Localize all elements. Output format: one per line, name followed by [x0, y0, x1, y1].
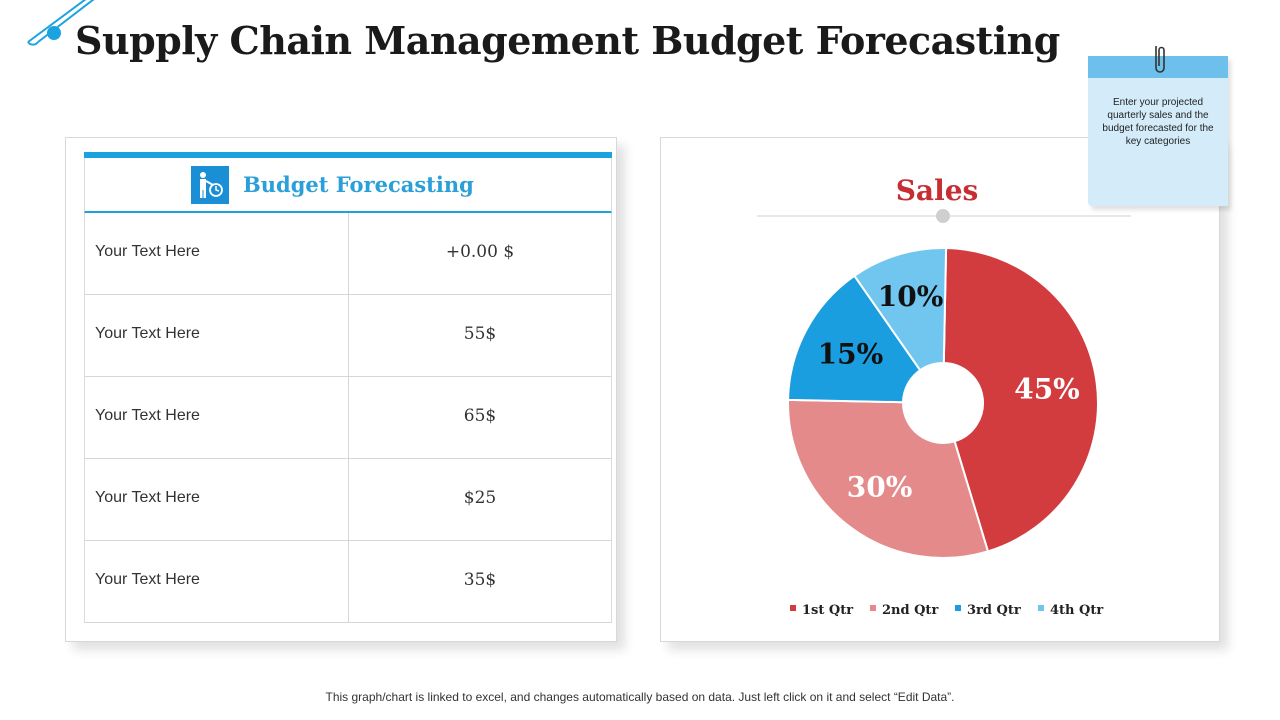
legend-label: 1st Qtr — [802, 603, 853, 618]
row-label: Your Text Here — [95, 571, 200, 588]
sticky-note: Enter your projected quarterly sales and… — [1088, 56, 1228, 206]
paperclip-icon — [1155, 46, 1165, 73]
slice-label: 30% — [847, 471, 913, 504]
column-divider — [348, 377, 349, 458]
legend-swatch — [870, 605, 876, 611]
row-label: Your Text Here — [95, 407, 200, 424]
paperclip-decoration-icon — [27, 0, 95, 46]
table-header: Budget Forecasting — [84, 158, 612, 213]
budget-table: Budget Forecasting Your Text Here +0.00 … — [84, 152, 612, 625]
table-row: Your Text Here 35$ — [84, 541, 612, 623]
pie-slice-4th-qtr[interactable] — [853, 247, 948, 372]
footer-note: This graph/chart is linked to excel, and… — [325, 690, 955, 704]
person-clock-icon — [191, 166, 229, 204]
row-value: 55$ — [463, 324, 497, 344]
legend-label: 4th Qtr — [1050, 603, 1103, 618]
slice-label: 15% — [818, 337, 884, 370]
legend-label: 3rd Qtr — [967, 603, 1021, 618]
column-divider — [348, 213, 349, 294]
table-row: Your Text Here +0.00 $ — [84, 213, 612, 295]
slice-label: 10% — [878, 280, 944, 313]
row-value: $25 — [463, 488, 497, 508]
column-divider — [348, 459, 349, 540]
row-label: Your Text Here — [95, 489, 200, 506]
budget-card — [65, 137, 617, 642]
page-title: Supply Chain Management Budget Forecasti… — [75, 18, 1060, 63]
table-title: Budget Forecasting — [243, 172, 474, 197]
slice-label: 45% — [1014, 373, 1080, 406]
note-text: Enter your projected quarterly sales and… — [1102, 97, 1214, 147]
table-row: Your Text Here $25 — [84, 459, 612, 541]
title-dot — [936, 209, 950, 223]
sales-pie-chart[interactable]: Sales 45% 30% 15% 10% 1st Qtr 2nd Qtr 3rd Qtr… — [660, 137, 1220, 642]
row-label: Your Text Here — [95, 325, 200, 342]
legend-swatch — [1038, 605, 1044, 611]
row-value: 35$ — [463, 570, 497, 590]
pie-slice-3rd-qtr[interactable] — [787, 274, 922, 404]
column-divider — [348, 541, 349, 622]
pie-slice-2nd-qtr[interactable] — [787, 398, 990, 559]
table-rows: Your Text Here +0.00 $ Your Text Here 55… — [84, 213, 612, 623]
table-row: Your Text Here 65$ — [84, 377, 612, 459]
chart-title: Sales — [896, 174, 979, 207]
legend-swatch — [955, 605, 961, 611]
note-band — [1088, 56, 1228, 78]
pie-slice-1st-qtr[interactable] — [942, 247, 1099, 553]
row-label: Your Text Here — [95, 243, 200, 260]
column-divider — [348, 295, 349, 376]
legend-label: 2nd Qtr — [882, 603, 938, 618]
legend-swatch — [790, 605, 796, 611]
row-value: 65$ — [463, 406, 497, 426]
table-row: Your Text Here 55$ — [84, 295, 612, 377]
row-value: +0.00 $ — [445, 242, 515, 262]
